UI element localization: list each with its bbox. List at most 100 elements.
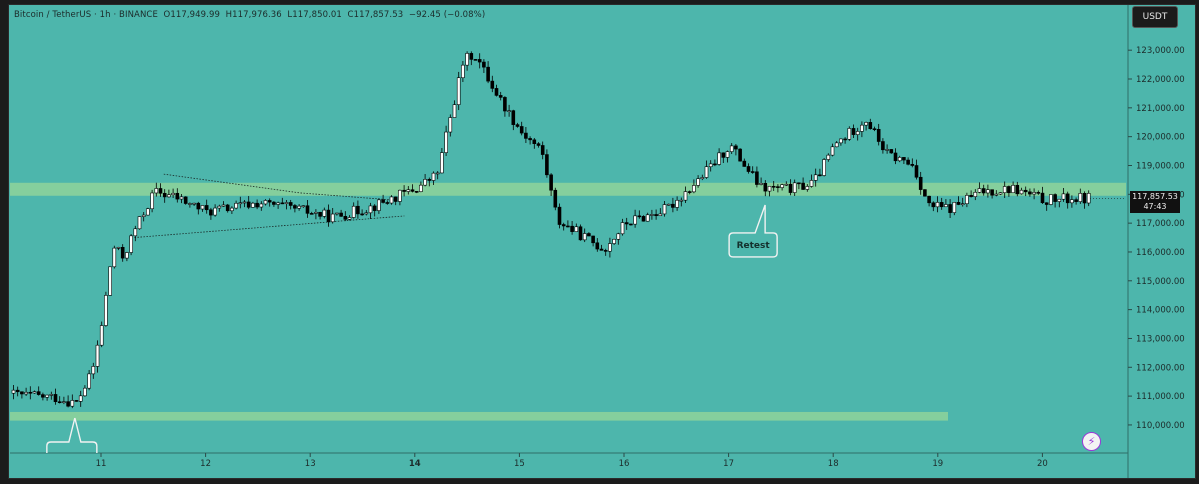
candle xyxy=(452,104,457,118)
candle xyxy=(28,391,33,394)
candle xyxy=(599,248,604,251)
currency-badge[interactable]: USDT xyxy=(1132,6,1178,28)
candle xyxy=(914,165,919,178)
candle xyxy=(87,373,91,389)
price-axis[interactable]: 123,000.00 122,000.00 121,000.00 120,000.00… xyxy=(1127,5,1185,478)
candle xyxy=(540,145,545,155)
candle xyxy=(204,205,209,211)
candle xyxy=(679,199,684,202)
candle xyxy=(692,185,696,193)
price-tick-label: 119,000.00 xyxy=(1136,161,1185,171)
candle xyxy=(885,149,889,151)
candle xyxy=(998,192,1003,195)
candle xyxy=(881,141,885,151)
candle xyxy=(809,180,814,187)
candles-layer xyxy=(11,51,1091,409)
candle xyxy=(66,401,70,407)
time-tick-label: 12 xyxy=(200,459,211,469)
candle xyxy=(973,191,978,197)
candle xyxy=(112,247,117,268)
candle xyxy=(200,205,205,210)
time-axis[interactable]: 11 12 13 14 15 16 17 18 19 20 xyxy=(10,452,1128,469)
candle xyxy=(788,183,793,193)
candle xyxy=(259,203,264,208)
candle xyxy=(36,391,41,395)
candle xyxy=(1086,193,1091,204)
candle xyxy=(507,110,511,112)
candle xyxy=(150,192,154,210)
high-value: H117,976.36 xyxy=(225,10,282,20)
candle xyxy=(461,64,465,79)
candle xyxy=(876,129,881,142)
candle xyxy=(956,202,961,205)
price-tick-label: 111,000.00 xyxy=(1136,392,1185,402)
candle xyxy=(276,202,280,205)
candle xyxy=(1036,192,1041,194)
candle xyxy=(469,53,474,60)
candle xyxy=(746,166,751,172)
price-tick-label: 123,000.00 xyxy=(1136,46,1185,56)
candle xyxy=(1007,186,1011,194)
candle xyxy=(255,202,259,208)
candle xyxy=(57,401,62,404)
candle xyxy=(738,148,742,162)
candle xyxy=(620,222,625,235)
candle xyxy=(137,216,142,230)
candle xyxy=(860,124,864,132)
candle xyxy=(960,203,965,206)
price-tick-label: 112,000.00 xyxy=(1136,363,1185,373)
candle xyxy=(675,199,679,208)
candle xyxy=(482,61,486,68)
low-value: L117,850.01 xyxy=(287,10,342,20)
lightning-icon[interactable]: ⚡ xyxy=(1082,432,1101,451)
candle xyxy=(154,188,159,194)
candle xyxy=(931,202,936,208)
price-tick-label: 113,000.00 xyxy=(1136,334,1185,344)
candle xyxy=(146,208,150,216)
candle xyxy=(45,394,49,398)
candle xyxy=(666,203,671,206)
candle xyxy=(213,207,217,216)
candle xyxy=(612,238,616,244)
candle xyxy=(305,205,310,214)
candle xyxy=(209,209,213,216)
candle xyxy=(465,53,469,66)
candle xyxy=(545,154,549,176)
candle xyxy=(818,174,822,177)
candle xyxy=(952,202,957,213)
candle xyxy=(889,149,894,154)
candle xyxy=(1011,184,1015,194)
candle xyxy=(830,146,835,156)
candle xyxy=(566,225,570,228)
candle xyxy=(95,344,100,367)
candle xyxy=(171,192,175,196)
candle xyxy=(641,216,646,222)
candle xyxy=(603,250,608,252)
candle xyxy=(582,233,587,241)
candle xyxy=(242,201,247,204)
candle xyxy=(364,212,369,215)
candle xyxy=(267,200,272,203)
price-tick-label: 115,000.00 xyxy=(1136,277,1185,287)
candle xyxy=(948,204,952,213)
candle xyxy=(473,59,478,61)
candle xyxy=(91,366,96,375)
candle xyxy=(15,389,20,393)
candle xyxy=(183,196,188,204)
candle xyxy=(70,400,75,407)
candle xyxy=(696,178,700,186)
candle xyxy=(658,213,663,217)
candle xyxy=(687,191,692,193)
candle xyxy=(570,225,574,232)
candle xyxy=(414,191,419,193)
annotations-layer: Retest xyxy=(46,198,1126,453)
candle xyxy=(553,189,558,208)
change-value: −92.45 (−0.08%) xyxy=(408,10,486,20)
candle xyxy=(595,242,600,250)
candle xyxy=(759,182,763,185)
candle xyxy=(318,211,322,217)
candle xyxy=(935,202,940,208)
candle xyxy=(713,163,717,166)
candle xyxy=(725,151,730,158)
